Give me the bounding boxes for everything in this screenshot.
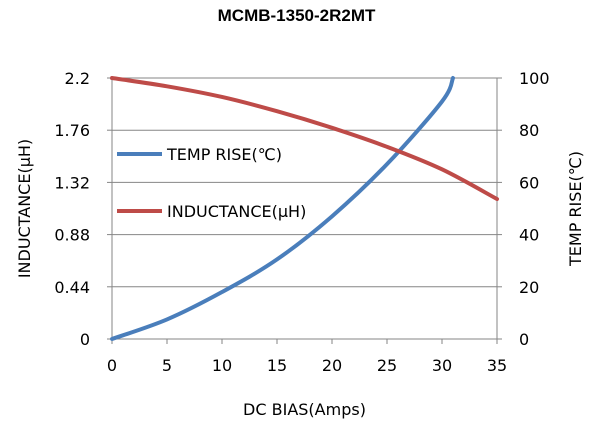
x-tick-label: 5 <box>162 356 172 375</box>
chart-title: MCMB-1350-2R2MT <box>217 6 376 25</box>
x-axis-title: DC BIAS(Amps) <box>243 400 366 419</box>
y-right-tick-label: 80 <box>519 121 539 140</box>
series-layer <box>110 76 499 341</box>
y-left-tick-label: 0.88 <box>54 226 90 245</box>
x-tick-label: 20 <box>322 356 342 375</box>
legend-label-inductance: INDUCTANCE(μH) <box>167 202 306 221</box>
y-right-tick-label: 60 <box>519 173 539 192</box>
y-axis-right-title: TEMP RISE(℃) <box>566 151 585 267</box>
x-tick-label: 35 <box>487 356 507 375</box>
x-tick-label: 25 <box>377 356 397 375</box>
x-tick-label: 10 <box>212 356 232 375</box>
y-left-tick-label: 1.32 <box>54 173 90 192</box>
y-right-tick-label: 100 <box>519 69 550 88</box>
legend: TEMP RISE(℃) INDUCTANCE(μH) <box>117 145 306 221</box>
series-line-inductance <box>110 76 499 202</box>
y-left-tick-label: 0.44 <box>54 278 90 297</box>
tick-labels: 0 5 10 15 20 25 30 35 0 0.44 0.88 1.32 1.76 2.2 0 20 40 6… <box>54 69 549 375</box>
series-line-temp-rise <box>110 76 455 341</box>
grid-lines <box>107 77 502 344</box>
y-right-tick-label: 0 <box>519 330 529 349</box>
x-tick-label: 30 <box>432 356 452 375</box>
x-tick-label: 15 <box>267 356 287 375</box>
y-right-tick-label: 40 <box>519 226 539 245</box>
x-tick-label: 0 <box>107 356 117 375</box>
y-right-tick-label: 20 <box>519 278 539 297</box>
y-left-tick-label: 2.2 <box>65 69 90 88</box>
y-axis-left-title: INDUCTANCE(μH) <box>15 139 34 278</box>
y-left-tick-label: 1.76 <box>54 121 90 140</box>
legend-label-temp-rise: TEMP RISE(℃) <box>166 145 282 164</box>
y-left-tick-label: 0 <box>80 330 90 349</box>
